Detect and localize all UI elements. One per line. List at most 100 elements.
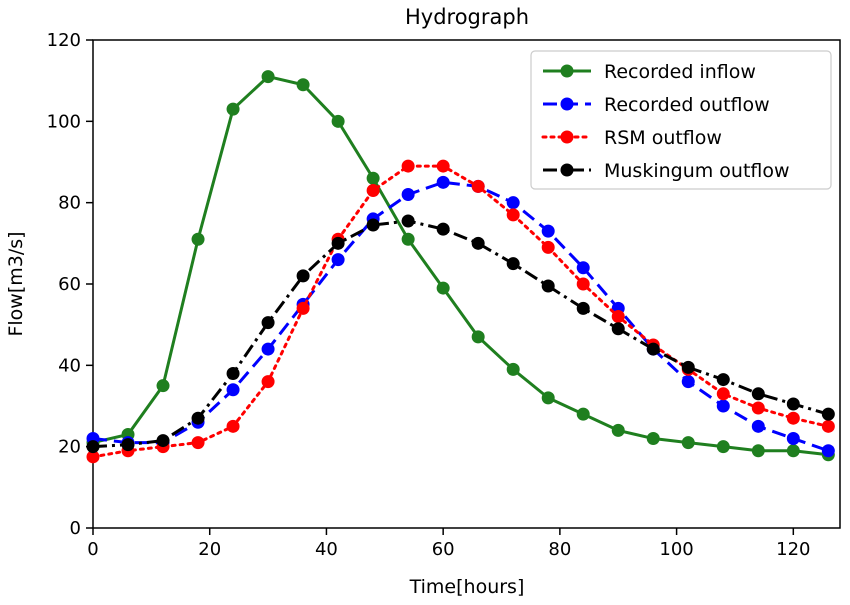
x-axis-label: Time[hours] — [409, 576, 525, 598]
data-point — [471, 179, 485, 193]
data-point — [611, 322, 625, 336]
data-point — [716, 399, 730, 413]
x-tick-label: 20 — [198, 539, 221, 560]
data-point — [156, 434, 170, 448]
legend-item: Muskingum outflow — [543, 160, 790, 182]
data-point — [156, 379, 170, 393]
data-point — [821, 407, 835, 421]
data-point — [681, 360, 695, 374]
data-point — [226, 102, 240, 116]
data-point — [191, 436, 205, 450]
data-point — [506, 196, 520, 210]
legend-item: RSM outflow — [541, 127, 722, 149]
data-point — [296, 269, 310, 283]
legend-label: Recorded outflow — [604, 94, 770, 116]
x-tick-label: 40 — [315, 539, 338, 560]
series-3 — [86, 214, 835, 454]
legend-marker — [560, 130, 574, 144]
data-point — [191, 411, 205, 425]
data-point — [786, 444, 800, 458]
data-point — [576, 277, 590, 291]
x-tick-label: 60 — [432, 539, 455, 560]
data-point — [716, 440, 730, 454]
series-line — [92, 180, 829, 453]
legend-box — [530, 50, 832, 190]
data-point — [226, 383, 240, 397]
data-point — [541, 391, 555, 405]
data-point — [436, 159, 450, 173]
series-2 — [86, 159, 835, 464]
data-point — [716, 387, 730, 401]
data-point — [506, 362, 520, 376]
x-tick-label: 80 — [548, 539, 571, 560]
data-point — [121, 438, 135, 452]
legend: Recorded inflow Recorded outflow RSM outfl… — [530, 50, 832, 190]
data-point — [436, 222, 450, 236]
data-point — [751, 387, 765, 401]
series-layer — [86, 70, 835, 464]
chart-title: Hydrograph — [405, 5, 529, 29]
data-point — [296, 301, 310, 315]
legend-item: Recorded outflow — [543, 94, 770, 116]
data-point — [646, 432, 660, 446]
data-point — [261, 342, 275, 356]
y-tick-label: 80 — [58, 193, 81, 214]
data-point — [471, 236, 485, 250]
legend-item: Recorded inflow — [543, 61, 756, 83]
data-point — [786, 397, 800, 411]
data-point — [541, 240, 555, 254]
x-tick-label: 100 — [659, 539, 693, 560]
data-point — [611, 310, 625, 324]
legend-marker — [560, 64, 574, 78]
legend-marker — [560, 97, 574, 111]
data-point — [86, 450, 100, 464]
data-point — [646, 342, 660, 356]
data-point — [576, 407, 590, 421]
data-point — [681, 375, 695, 389]
data-point — [541, 224, 555, 238]
series-line — [91, 164, 830, 459]
data-point — [191, 232, 205, 246]
data-point — [261, 70, 275, 84]
series-line — [92, 219, 829, 449]
data-point — [821, 419, 835, 433]
y-tick-label: 100 — [47, 111, 81, 132]
data-point — [436, 175, 450, 189]
data-point — [296, 78, 310, 92]
data-point — [331, 253, 345, 267]
legend-label: RSM outflow — [604, 127, 722, 149]
data-point — [506, 257, 520, 271]
data-point — [751, 444, 765, 458]
data-point — [716, 373, 730, 387]
data-point — [226, 419, 240, 433]
data-point — [436, 281, 450, 295]
data-point — [261, 316, 275, 330]
y-tick-label: 20 — [58, 437, 81, 458]
legend-label: Recorded inflow — [604, 61, 756, 83]
legend-marker — [560, 163, 574, 177]
data-point — [331, 114, 345, 128]
data-point — [681, 436, 695, 450]
data-point — [366, 183, 380, 197]
data-point — [401, 214, 415, 228]
axes-layer: 0 20 40 60 80 100 120 0 20 40 60 80 100 120 — [47, 30, 811, 560]
y-tick-label: 0 — [70, 518, 81, 539]
y-tick-label: 120 — [47, 30, 81, 51]
data-point — [611, 423, 625, 437]
x-tick-label: 120 — [776, 539, 810, 560]
x-tick-label: 0 — [87, 539, 98, 560]
data-point — [541, 279, 555, 293]
data-point — [751, 419, 765, 433]
y-axis-label: Flow[m3/s] — [5, 231, 27, 336]
data-point — [261, 375, 275, 389]
y-tick-label: 60 — [58, 274, 81, 295]
data-point — [576, 301, 590, 315]
y-tick-label: 40 — [58, 355, 81, 376]
data-point — [366, 218, 380, 232]
legend-label: Muskingum outflow — [604, 160, 790, 182]
data-point — [821, 444, 835, 458]
data-point — [786, 411, 800, 425]
data-point — [226, 366, 240, 380]
data-point — [576, 261, 590, 275]
